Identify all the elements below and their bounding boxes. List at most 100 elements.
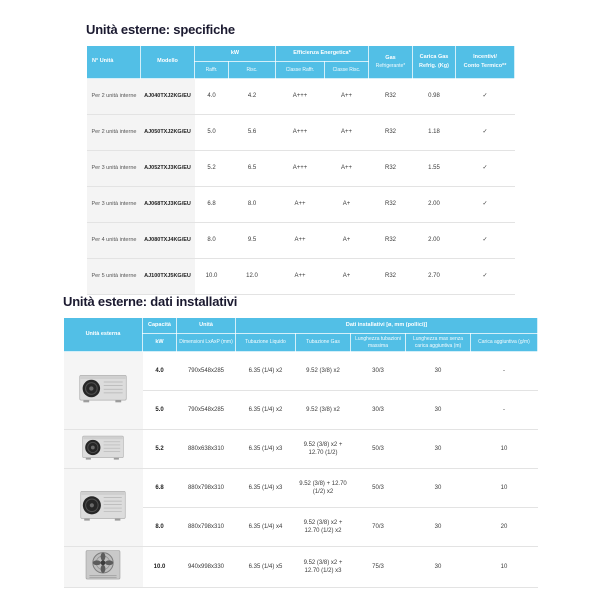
cell-kw-risc: 8.0 (228, 186, 276, 223)
cell-kw-raffr: 6.8 (194, 186, 229, 223)
cell-dimensioni: 790x548x285 (176, 351, 236, 391)
cell-classe-risc: A++ (324, 150, 369, 187)
cell-kw-raffr: 4.0 (194, 78, 229, 115)
cell-classe-risc: A+ (324, 258, 369, 295)
cell-kw-risc: 5.6 (228, 114, 276, 151)
cell-kw-raffr: 10.0 (194, 258, 229, 295)
install-title: Unità esterne: dati installativi (63, 294, 238, 309)
cell-kw-risc: 12.0 (228, 258, 276, 295)
cell-capacita: 5.0 (142, 390, 177, 430)
cell-classe-risc: A+ (324, 186, 369, 223)
header-unita-esterna: Unità esterna (63, 317, 143, 352)
cell-classe-raffr: A++ (275, 186, 325, 223)
cell-gas: R32 (368, 150, 413, 187)
cell-classe-raffr: A+++ (275, 78, 325, 115)
cell-lunghezza-massima: 75/3 (350, 546, 406, 589)
header-gas-line1: Gas (385, 54, 396, 61)
cell-tubazione-gas: 9.52 (3/8) + 12.70 (1/2) x2 (295, 468, 351, 508)
header-classe-raffr: Classe Raffr. (275, 61, 325, 79)
cell-carica-aggiuntiva: 20 (470, 507, 538, 547)
header-tubazione-liquido: Tubazione Liquido (235, 333, 296, 352)
outdoor-unit-icon (80, 490, 126, 521)
header-lunghezza-massima: Lunghezza tubazioni massima (350, 333, 406, 352)
cell-carica-aggiuntiva: 10 (470, 429, 538, 469)
specs-section: Unità esterne: specifiche N° Unità Model… (86, 22, 515, 295)
check-icon: ✓ (455, 114, 515, 151)
cell-modello: AJ080TXJ4KG/EU (140, 222, 195, 259)
cell-lunghezza-massima: 50/3 (350, 429, 406, 469)
cell-tubazione-gas: 9.52 (3/8) x2 (295, 390, 351, 430)
check-icon: ✓ (455, 186, 515, 223)
cell-n-unita: Per 3 unità interne (86, 186, 141, 223)
outdoor-unit-side-medium-image (63, 429, 143, 469)
cell-classe-risc: A+ (324, 222, 369, 259)
header-kw: kW (142, 333, 177, 352)
cell-classe-risc: A++ (324, 78, 369, 115)
cell-n-unita: Per 4 unità interne (86, 222, 141, 259)
cell-lunghezza-massima: 30/3 (350, 390, 406, 430)
check-icon: ✓ (455, 150, 515, 187)
cell-carica: 1.55 (412, 150, 456, 187)
header-group-unita: Unità (176, 317, 236, 334)
cell-dimensioni: 940x998x330 (176, 546, 236, 589)
cell-modello: AJ052TXJ3KG/EU (140, 150, 195, 187)
cell-modello: AJ050TXJ2KG/EU (140, 114, 195, 151)
table-row: Per 3 unità interne AJ068TXJ3KG/EU 6.8 8… (86, 186, 515, 223)
header-dimensioni: Dimensioni LxAxP (mm) (176, 333, 236, 352)
cell-lunghezza-senza-carica: 30 (405, 468, 471, 508)
cell-n-unita: Per 2 unità interne (86, 114, 141, 151)
check-icon: ✓ (455, 78, 515, 115)
cell-kw-risc: 4.2 (228, 78, 276, 115)
cell-lunghezza-massima: 50/3 (350, 468, 406, 508)
cell-classe-raffr: A+++ (275, 150, 325, 187)
check-icon: ✓ (455, 258, 515, 295)
cell-kw-raffr: 5.2 (194, 150, 229, 187)
outdoor-unit-front-fan-image (63, 546, 143, 589)
cell-dimensioni: 880x798x310 (176, 507, 236, 547)
table-row: 10.0 940x998x330 6.35 (1/4) x5 9.52 (3/8… (63, 546, 538, 589)
cell-modello: AJ100TXJ5KG/EU (140, 258, 195, 295)
header-incentivi: Incentivi/Conto Termico** (455, 45, 515, 79)
header-kw-raffr: Raffr. (194, 61, 229, 79)
header-kw-risc: Risc. (228, 61, 276, 79)
header-group-capacita: Capacità (142, 317, 177, 334)
header-carica-line1: Carica Gas (419, 54, 449, 61)
outdoor-unit-side-large-image (63, 468, 143, 547)
cell-capacita: 5.2 (142, 429, 177, 469)
cell-classe-risc: A++ (324, 114, 369, 151)
header-group-kw: kW (194, 45, 276, 62)
install-table: Unità esterna Capacità Unità Dati instal… (63, 317, 538, 589)
header-gas-refrigerante: Gas Refrigerante* (368, 45, 413, 79)
cell-lunghezza-senza-carica: 30 (405, 390, 471, 430)
cell-tubazione-liquido: 6.35 (1/4) x2 (235, 390, 296, 430)
specs-title: Unità esterne: specifiche (86, 22, 235, 37)
table-row: Per 5 unità interne AJ100TXJ5KG/EU 10.0 … (86, 258, 515, 295)
cell-tubazione-gas: 9.52 (3/8) x2 (295, 351, 351, 391)
outdoor-unit-icon (79, 375, 127, 403)
cell-carica: 2.00 (412, 186, 456, 223)
cell-carica: 1.18 (412, 114, 456, 151)
cell-classe-raffr: A++ (275, 258, 325, 295)
cell-dimensioni: 880x798x310 (176, 468, 236, 508)
cell-dimensioni: 880x638x310 (176, 429, 236, 469)
cell-dimensioni: 790x548x285 (176, 390, 236, 430)
cell-gas: R32 (368, 258, 413, 295)
cell-kw-risc: 6.5 (228, 150, 276, 187)
header-incentivi-line1: Incentivi/ (473, 54, 497, 61)
cell-carica: 2.70 (412, 258, 456, 295)
cell-capacita: 6.8 (142, 468, 177, 508)
header-group-dati-installativi: Dati installativi [ø, mm (pollici)] (235, 317, 538, 334)
header-group-efficienza: Efficienza Energetica* (275, 45, 369, 62)
cell-gas: R32 (368, 222, 413, 259)
cell-carica-aggiuntiva: - (470, 351, 538, 391)
check-icon: ✓ (455, 222, 515, 259)
cell-lunghezza-senza-carica: 30 (405, 546, 471, 589)
table-row: 5.2 880x638x310 6.35 (1/4) x3 9.52 (3/8)… (63, 429, 538, 469)
cell-tubazione-liquido: 6.35 (1/4) x3 (235, 429, 296, 469)
outdoor-unit-icon (82, 435, 124, 460)
cell-gas: R32 (368, 114, 413, 151)
cell-classe-raffr: A++ (275, 222, 325, 259)
table-row: Per 2 unità interne AJ050TXJ2KG/EU 5.0 5… (86, 114, 515, 151)
header-n-unita: N° Unità (86, 45, 141, 79)
cell-modello: AJ068TXJ3KG/EU (140, 186, 195, 223)
